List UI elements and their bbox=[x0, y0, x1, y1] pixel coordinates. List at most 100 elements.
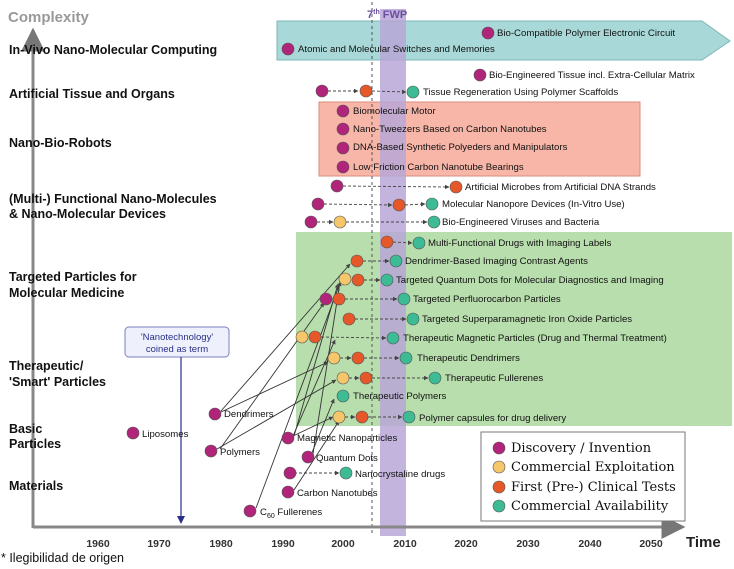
clinical-dot bbox=[332, 292, 346, 306]
item-label: Therapeutic Dendrimers bbox=[417, 353, 520, 364]
item-label: Nano-Tweezers Based on Carbon Nanotubes bbox=[353, 124, 547, 135]
clinical-dot bbox=[449, 180, 463, 194]
item-label: Molecular Nanopore Devices (In-Vitro Use… bbox=[442, 199, 625, 210]
discovery-dot bbox=[304, 215, 318, 229]
category-label: In-Vivo Nano-Molecular Computing bbox=[9, 43, 217, 57]
item-label: Targeted Perfluorocarbon Particles bbox=[413, 294, 561, 305]
category-label: Molecular Medicine bbox=[9, 286, 124, 300]
category-label: 'Smart' Particles bbox=[9, 375, 106, 389]
availability-dot bbox=[389, 254, 403, 268]
legend-label: Discovery / Invention bbox=[511, 441, 652, 456]
year-tick-label: 1960 bbox=[86, 538, 110, 550]
availability-dot bbox=[428, 371, 442, 385]
year-ticks: 1960 1970 1980 1990 2000 2010 2020 2030 2040 2050 bbox=[86, 538, 663, 550]
clinical-dot bbox=[380, 235, 394, 249]
item-label: Therapeutic Polymers bbox=[353, 391, 447, 402]
diagonal-link-arrow bbox=[255, 285, 340, 509]
item-label: Magnetic Nanoparticles bbox=[297, 433, 397, 444]
item-labels: Bio-Compatible Polymer Electronic Circui… bbox=[142, 28, 695, 520]
item-label: C60 Fullerenes bbox=[260, 507, 322, 520]
discovery-dot bbox=[481, 26, 495, 40]
availability-dot bbox=[492, 499, 506, 513]
footnote: * Ilegibilidad de origen bbox=[1, 551, 125, 565]
item-label: Polymers bbox=[220, 447, 260, 458]
availability-dot bbox=[397, 292, 411, 306]
item-label: Bio-Engineered Viruses and Bacteria bbox=[442, 217, 600, 228]
clinical-dot bbox=[392, 198, 406, 212]
dashed-link-arrow bbox=[392, 240, 413, 246]
year-tick-label: 1980 bbox=[209, 538, 233, 550]
dashed-link-arrow bbox=[404, 201, 426, 207]
availability-dot bbox=[339, 466, 353, 480]
legend-label: First (Pre-) Clinical Tests bbox=[511, 480, 676, 495]
year-tick-label: 1970 bbox=[147, 538, 171, 550]
clinical-dot bbox=[359, 84, 373, 98]
legend-label: Commercial Exploitation bbox=[511, 460, 675, 475]
dashed-link-arrow bbox=[342, 184, 450, 190]
item-label: Therapeutic Magnetic Particles (Drug and… bbox=[403, 333, 667, 344]
medicine-band bbox=[296, 232, 732, 426]
year-tick-label: 2010 bbox=[393, 538, 417, 550]
diagonal-link-arrow bbox=[310, 398, 335, 456]
availability-dot bbox=[427, 215, 441, 229]
robots-band bbox=[318, 101, 641, 177]
item-label: Liposomes bbox=[142, 429, 189, 440]
exploitation-dot bbox=[327, 351, 341, 365]
availability-dot bbox=[402, 410, 416, 424]
background-bands bbox=[276, 2, 732, 536]
item-label: Carbon Nanotubes bbox=[297, 488, 378, 499]
discovery-dot bbox=[281, 431, 295, 445]
exploitation-dot bbox=[295, 330, 309, 344]
discovery-dot bbox=[283, 466, 297, 480]
axes: Complexity Time 7th FWP 1960 1970 1980 1990… bbox=[8, 9, 721, 551]
item-label: Low Friction Carbon Nanotube Bearings bbox=[353, 162, 524, 173]
discovery-dot bbox=[208, 407, 222, 421]
connection-arrows bbox=[216, 88, 450, 509]
discovery-dot bbox=[315, 84, 329, 98]
year-tick-label: 2050 bbox=[639, 538, 663, 550]
fwp-band bbox=[380, 9, 406, 536]
availability-dot bbox=[425, 197, 439, 211]
item-label: Targeted Quantum Dots for Molecular Diag… bbox=[396, 275, 664, 286]
exploitation-dot bbox=[338, 272, 352, 286]
category-label: Targeted Particles for bbox=[9, 270, 137, 284]
clinical-dot bbox=[359, 371, 373, 385]
item-label: Artificial Microbes from Artificial DNA … bbox=[465, 182, 656, 193]
year-tick-label: 2000 bbox=[331, 538, 355, 550]
clinical-dot bbox=[351, 351, 365, 365]
clinical-dot bbox=[350, 254, 364, 268]
legend-label: Commercial Availability bbox=[511, 499, 669, 514]
item-label: Bio-Engineered Tissue incl. Extra-Cellul… bbox=[489, 70, 695, 81]
diagonal-link-arrow bbox=[220, 263, 351, 412]
availability-dot bbox=[406, 85, 420, 99]
item-label: Nanocrystaline drugs bbox=[355, 469, 445, 480]
availability-dot bbox=[336, 389, 350, 403]
clinical-dot bbox=[355, 410, 369, 424]
diagonal-link-arrow bbox=[219, 302, 325, 450]
availability-dot bbox=[380, 273, 394, 287]
item-label: Atomic and Molecular Switches and Memori… bbox=[298, 44, 495, 55]
diagonal-link-arrow bbox=[220, 361, 329, 413]
discovery-dot bbox=[319, 292, 333, 306]
clinical-dot bbox=[308, 330, 322, 344]
discovery-dot bbox=[336, 160, 350, 174]
category-label: Particles bbox=[9, 437, 61, 451]
exploitation-dot bbox=[332, 410, 346, 424]
item-label: Multi-Functional Drugs with Imaging Labe… bbox=[428, 238, 612, 249]
item-label: Biomolecular Motor bbox=[353, 106, 436, 117]
discovery-dot bbox=[301, 450, 315, 464]
availability-dot bbox=[406, 312, 420, 326]
legend: Discovery / Invention Commercial Exploit… bbox=[480, 431, 686, 522]
year-tick-label: 2030 bbox=[516, 538, 540, 550]
diagonal-link-arrow bbox=[293, 420, 340, 491]
item-label: Quantum Dots bbox=[316, 453, 378, 464]
category-label: Nano-Bio-Robots bbox=[9, 136, 112, 150]
item-label: Dendrimer-Based Imaging Contrast Agents bbox=[405, 256, 588, 267]
clinical-dot bbox=[492, 480, 506, 494]
discovery-dot bbox=[281, 42, 295, 56]
item-label: DNA-Based Synthetic Polyeders and Manipu… bbox=[353, 142, 568, 153]
item-label: Bio-Compatible Polymer Electronic Circui… bbox=[497, 28, 675, 39]
year-tick-label: 2040 bbox=[578, 538, 602, 550]
discovery-dot bbox=[243, 504, 257, 518]
